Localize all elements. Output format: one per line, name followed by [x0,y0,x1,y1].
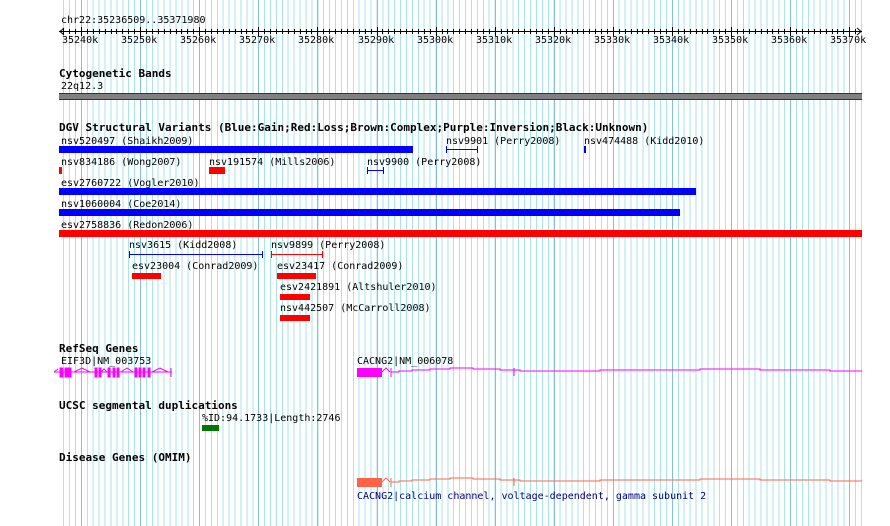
tick-label: 35360k [771,35,808,46]
tick-label: 35240k [62,35,99,46]
variant-cap [129,251,130,258]
segdup-feature[interactable] [202,425,219,431]
variant-cap [446,146,447,153]
segdup-label: %ID:94.1733|Length:2746 [202,413,341,424]
variant-cap [383,167,384,174]
feature-label: esv2760722 (Vogler2010) [61,178,200,189]
tick-label: 35280k [298,35,335,46]
track-title-omim: Disease Genes (OMIM) [59,451,192,464]
feature-label: esv23004 (Conrad2009) [132,261,259,272]
variant-gain[interactable] [129,254,263,255]
track-title-dgv: DGV Structural Variants (Blue:Gain;Red:L… [59,121,649,134]
variant-cap [262,251,263,258]
tick-label: 35320k [535,35,572,46]
feature-label: nsv9899 (Perry2008) [271,240,386,251]
feature-label: nsv9900 (Perry2008) [367,157,482,168]
variant-gain[interactable] [59,209,680,216]
variant-loss[interactable] [209,167,225,174]
variant-loss[interactable] [59,230,862,237]
tick-label: 35340k [653,35,690,46]
variant-gain[interactable] [367,170,384,171]
feature-label: esv23417 (Conrad2009) [277,261,404,272]
variant-cap [322,251,323,258]
track-title-cytogenetic-bands: Cytogenetic Bands [59,67,172,80]
variant-loss[interactable] [271,254,323,255]
variant-loss[interactable] [280,294,310,300]
tick-label: 35300k [417,35,454,46]
variant-loss[interactable] [59,167,62,174]
tick-label: 35250k [121,35,158,46]
cyto-band-label: 22q12.3 [61,81,104,92]
variant-cap [271,251,272,258]
gene-label-eif3d: EIF3D|NM_003753 [61,356,152,367]
feature-label: nsv3615 (Kidd2008) [129,240,238,251]
feature-label: nsv191574 (Mills2006) [209,157,336,168]
variant-gain[interactable] [59,146,413,153]
arrow-right-icon [856,27,862,36]
track-title-segmental-duplications: UCSC segmental duplications [59,399,238,412]
feature-label: esv2421891 (Altshuler2010) [280,282,437,293]
omim-label: CACNG2|calcium channel, voltage-dependen… [357,491,707,502]
feature-label: esv2758836 (Redon2006) [61,220,194,231]
cyto-band[interactable] [59,93,862,100]
arrow-left-icon [59,27,65,36]
ruler[interactable] [0,0,890,50]
feature-label: nsv834186 (Wong2007) [61,157,182,168]
variant-loss[interactable] [280,315,310,321]
tick-label: 35370k [830,35,867,46]
feature-label: nsv9901 (Perry2008) [446,136,561,147]
variant-cap [477,146,478,153]
grid-lines [59,0,862,526]
variant-gain[interactable] [446,149,478,150]
variant-loss[interactable] [132,273,161,279]
feature-label: nsv520497 (Shaikh2009) [61,136,194,147]
feature-label: nsv474488 (Kidd2010) [584,136,705,147]
track-title-refseq-genes: RefSeq Genes [59,342,139,355]
variant-gain[interactable] [584,146,586,153]
variant-gain[interactable] [59,188,696,195]
variant-loss[interactable] [277,273,316,279]
tick-label: 35350k [712,35,749,46]
gene-label-cacng2: CACNG2|NM_006078 [357,356,454,367]
tick-label: 35310k [476,35,513,46]
tick-label: 35260k [180,35,217,46]
location-label: chr22:35236509..35371980 [61,15,206,26]
feature-label: nsv1060004 (Coe2014) [61,199,182,210]
tick-label: 35270k [239,35,276,46]
tick-label: 35330k [594,35,631,46]
feature-label: nsv442507 (McCarroll2008) [280,303,431,314]
variant-cap [367,167,368,174]
tick-label: 35290k [358,35,395,46]
